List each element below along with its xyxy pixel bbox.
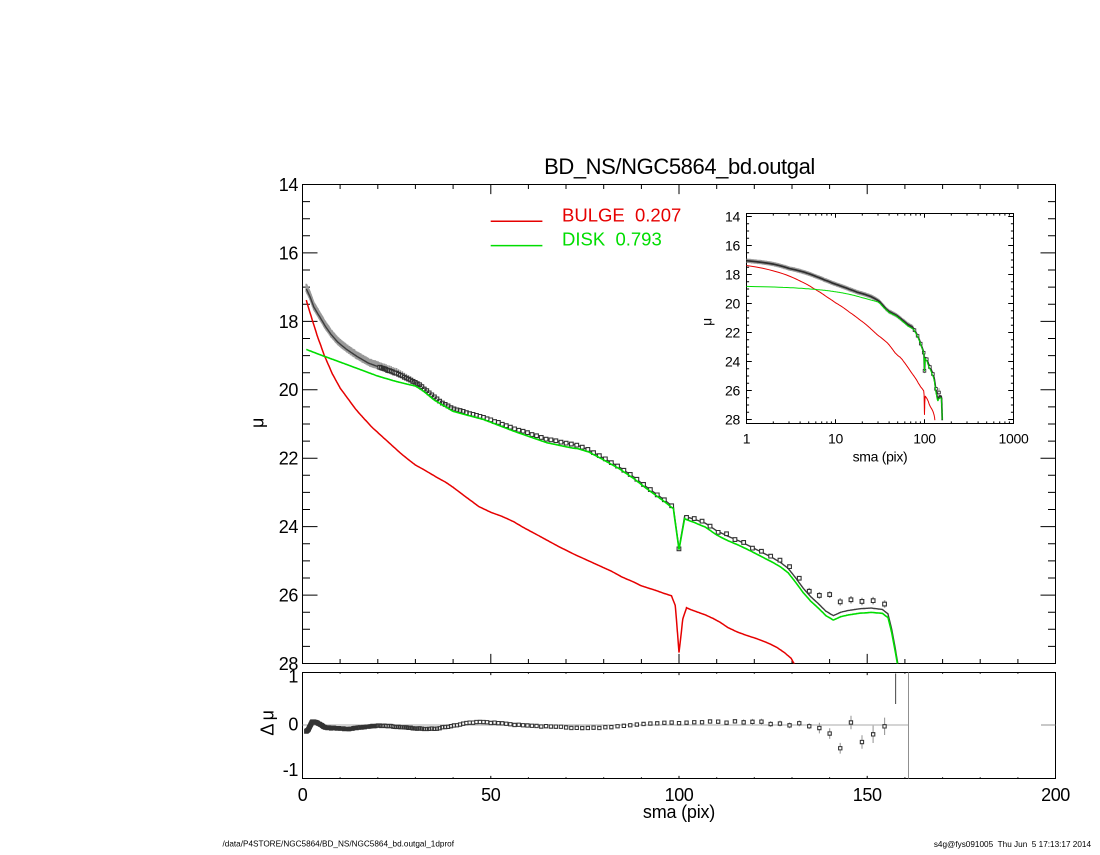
svg-text:sma (pix): sma (pix) xyxy=(643,802,715,822)
svg-text:sma (pix): sma (pix) xyxy=(853,449,908,465)
svg-text:18: 18 xyxy=(725,267,740,283)
svg-text:20: 20 xyxy=(725,296,740,312)
svg-text:16: 16 xyxy=(725,238,740,254)
svg-text:s4g@fys091005 Thu Jun 5 17:1: s4g@fys091005 Thu Jun 5 17:13:17 2014 xyxy=(934,840,1092,849)
svg-text:0: 0 xyxy=(298,785,308,805)
svg-text:DISK 0.793: DISK 0.793 xyxy=(562,229,662,250)
svg-text:1000: 1000 xyxy=(999,430,1029,446)
svg-text:1: 1 xyxy=(743,430,751,446)
svg-text:26: 26 xyxy=(279,586,299,606)
svg-text:-1: -1 xyxy=(283,760,299,780)
svg-text:50: 50 xyxy=(481,785,501,805)
svg-text:20: 20 xyxy=(279,380,299,400)
svg-text:0: 0 xyxy=(288,715,298,735)
svg-text:μ: μ xyxy=(248,418,268,428)
svg-text:28: 28 xyxy=(279,654,299,674)
svg-text:200: 200 xyxy=(1041,785,1070,805)
svg-text:18: 18 xyxy=(279,312,299,332)
svg-text:14: 14 xyxy=(725,209,740,225)
svg-text:26: 26 xyxy=(725,383,740,399)
svg-text:μ: μ xyxy=(699,318,715,326)
svg-text:22: 22 xyxy=(279,449,299,469)
svg-text:22: 22 xyxy=(725,325,740,341)
svg-text:100: 100 xyxy=(665,785,694,805)
svg-text:24: 24 xyxy=(279,517,299,537)
svg-text:BD_NS/NGC5864_bd.outgal: BD_NS/NGC5864_bd.outgal xyxy=(544,154,815,179)
svg-text:Δ μ: Δ μ xyxy=(258,710,278,735)
svg-text:1: 1 xyxy=(288,667,298,687)
svg-text:28: 28 xyxy=(725,412,740,428)
svg-text:100: 100 xyxy=(913,430,936,446)
svg-text:14: 14 xyxy=(279,175,299,195)
svg-text:10: 10 xyxy=(828,430,843,446)
svg-text:16: 16 xyxy=(279,243,299,263)
svg-text:/data/P4STORE/NGC5864/BD_NS/NG: /data/P4STORE/NGC5864/BD_NS/NGC5864_bd.o… xyxy=(223,839,455,848)
svg-text:BULGE 0.207: BULGE 0.207 xyxy=(562,205,681,226)
svg-text:150: 150 xyxy=(853,785,882,805)
svg-text:24: 24 xyxy=(725,354,740,370)
